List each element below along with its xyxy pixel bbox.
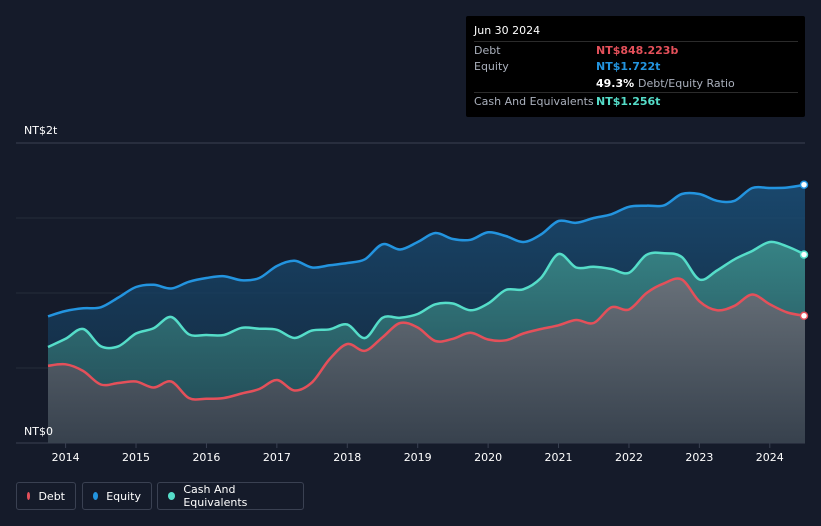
legend-cash-label: Cash And Equivalents (183, 483, 248, 509)
x-tick-label: 2020 (474, 451, 502, 464)
x-tick-label: 2017 (263, 451, 291, 464)
y-axis-top-label: NT$2t (24, 124, 58, 137)
legend-equity[interactable]: Equity (82, 482, 152, 510)
tooltip-row-debt: Debt NT$848.223b (474, 41, 798, 59)
x-tick-label: 2019 (404, 451, 432, 464)
x-tick-label: 2018 (333, 451, 361, 464)
tooltip-debt-value: NT$848.223b (596, 44, 679, 57)
debt-dot-icon (27, 492, 31, 500)
series-areas (48, 184, 805, 443)
tooltip-date: Jun 30 2024 (474, 24, 541, 37)
equity-endpoint (799, 180, 809, 189)
cash-and-equivalents-line (47, 240, 806, 350)
x-tick-label: 2015 (122, 451, 150, 464)
chart-tooltip: Jun 30 2024 Debt NT$848.223b Equity NT$1… (466, 16, 805, 117)
equity-line (47, 183, 806, 318)
tooltip-row-equity: Equity NT$1.722t (474, 58, 798, 75)
ratio-percent: 49.3% (596, 77, 635, 90)
legend-cash[interactable]: Cash And Equivalents (157, 482, 304, 510)
tooltip-debt-label: Debt (474, 44, 501, 57)
cash-and-equivalents-endpoint (799, 250, 809, 259)
tooltip-ratio-value: 49.3% Debt/Equity Ratio (596, 77, 735, 90)
x-tick-label: 2021 (545, 451, 573, 464)
y-axis-bottom-label: NT$0 (24, 425, 53, 438)
tooltip-cash-label: Cash And Equivalents (474, 95, 594, 108)
x-tick-label: 2016 (192, 451, 220, 464)
debt-area (48, 278, 805, 443)
equity-dot-icon (93, 492, 99, 500)
ratio-label: Debt/Equity Ratio (638, 77, 735, 90)
series-lines (47, 183, 806, 401)
x-tick-label: 2023 (685, 451, 713, 464)
x-tick-label: 2022 (615, 451, 643, 464)
legend-debt-label: Debt (38, 489, 65, 503)
legend-debt[interactable]: Debt (16, 482, 76, 510)
cash-dot-icon (168, 492, 176, 500)
tooltip-equity-value: NT$1.722t (596, 60, 661, 73)
x-tick-label: 2024 (756, 451, 784, 464)
tooltip-row-cash: Cash And Equivalents NT$1.256t (474, 92, 798, 110)
tooltip-row-ratio: 49.3% Debt/Equity Ratio (474, 75, 798, 92)
legend-equity-label: Equity (106, 489, 141, 503)
debt-endpoint (799, 311, 809, 321)
tooltip-cash-value: NT$1.256t (596, 95, 661, 108)
series-endpoints (799, 180, 809, 321)
tooltip-equity-label: Equity (474, 60, 509, 73)
x-axis-ticks: 2014 2015 2016 2017 2018 2019 2020 2021 2022 2023… (52, 443, 784, 464)
x-tick-label: 2014 (52, 451, 80, 464)
debt-line (47, 277, 806, 401)
